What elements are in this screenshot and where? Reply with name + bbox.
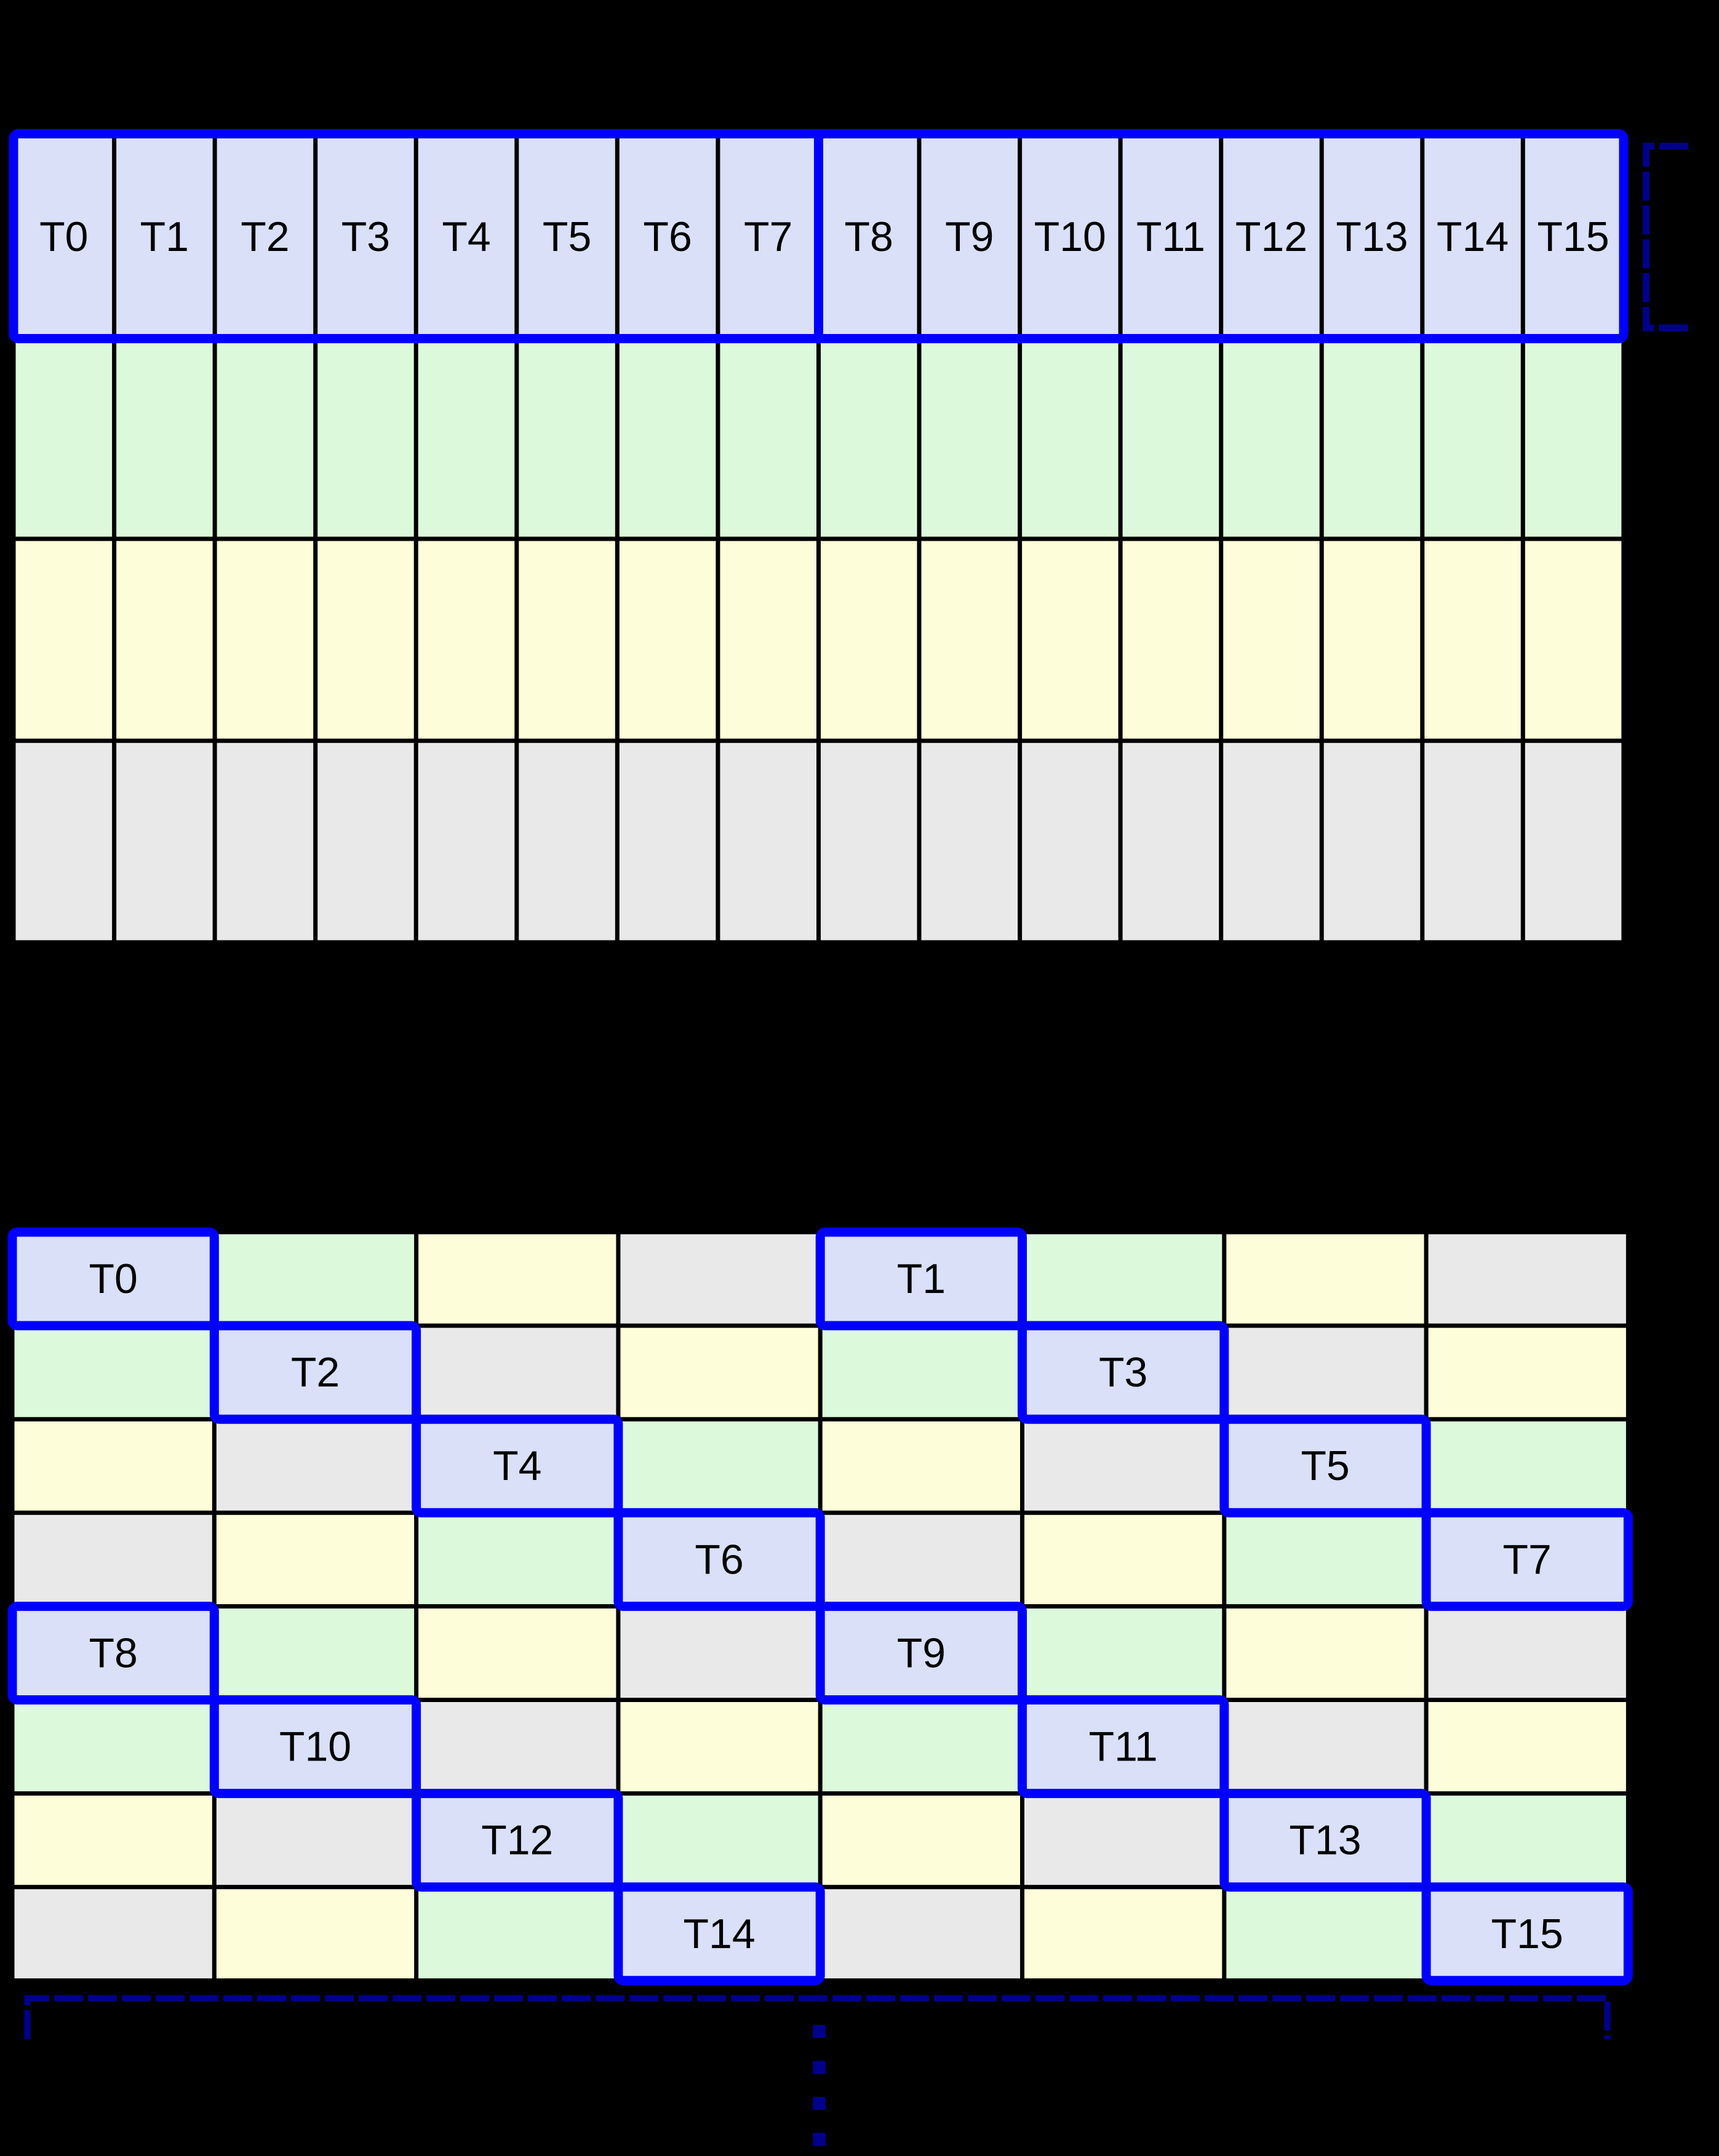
svg-text:T14: T14 — [684, 1911, 756, 1957]
svg-text:T14: T14 — [1437, 213, 1509, 260]
svg-text:T4: T4 — [493, 1442, 541, 1489]
svg-text:T9: T9 — [945, 213, 994, 260]
svg-text:T13: T13 — [1336, 213, 1408, 260]
svg-text:T7: T7 — [1503, 1536, 1552, 1583]
svg-text:T2: T2 — [291, 1349, 340, 1396]
svg-text:T0: T0 — [89, 1255, 138, 1302]
svg-text:T7: T7 — [744, 213, 792, 260]
svg-text:T10: T10 — [1034, 213, 1106, 260]
svg-text:T15: T15 — [1538, 213, 1609, 260]
svg-text:T11: T11 — [1089, 1724, 1158, 1770]
svg-text:T6: T6 — [643, 213, 692, 260]
svg-text:T15: T15 — [1491, 1911, 1563, 1957]
svg-text:T13: T13 — [1289, 1817, 1361, 1864]
svg-text:T3: T3 — [341, 213, 390, 260]
svg-text:T4: T4 — [442, 213, 490, 260]
svg-text:T9: T9 — [897, 1630, 946, 1677]
svg-text:T12: T12 — [1235, 213, 1307, 260]
svg-text:T5: T5 — [543, 213, 591, 260]
svg-text:T3: T3 — [1099, 1349, 1147, 1396]
svg-text:T5: T5 — [1301, 1442, 1349, 1489]
svg-text:T1: T1 — [897, 1255, 946, 1302]
svg-text:T6: T6 — [695, 1536, 743, 1583]
svg-text:T11: T11 — [1136, 213, 1205, 260]
svg-text:T10: T10 — [279, 1724, 351, 1770]
svg-text:T0: T0 — [39, 213, 88, 260]
svg-text:T8: T8 — [845, 213, 893, 260]
svg-text:T12: T12 — [481, 1817, 553, 1864]
svg-text:T2: T2 — [241, 213, 289, 260]
svg-text:T8: T8 — [89, 1630, 138, 1677]
svg-text:T1: T1 — [140, 213, 189, 260]
